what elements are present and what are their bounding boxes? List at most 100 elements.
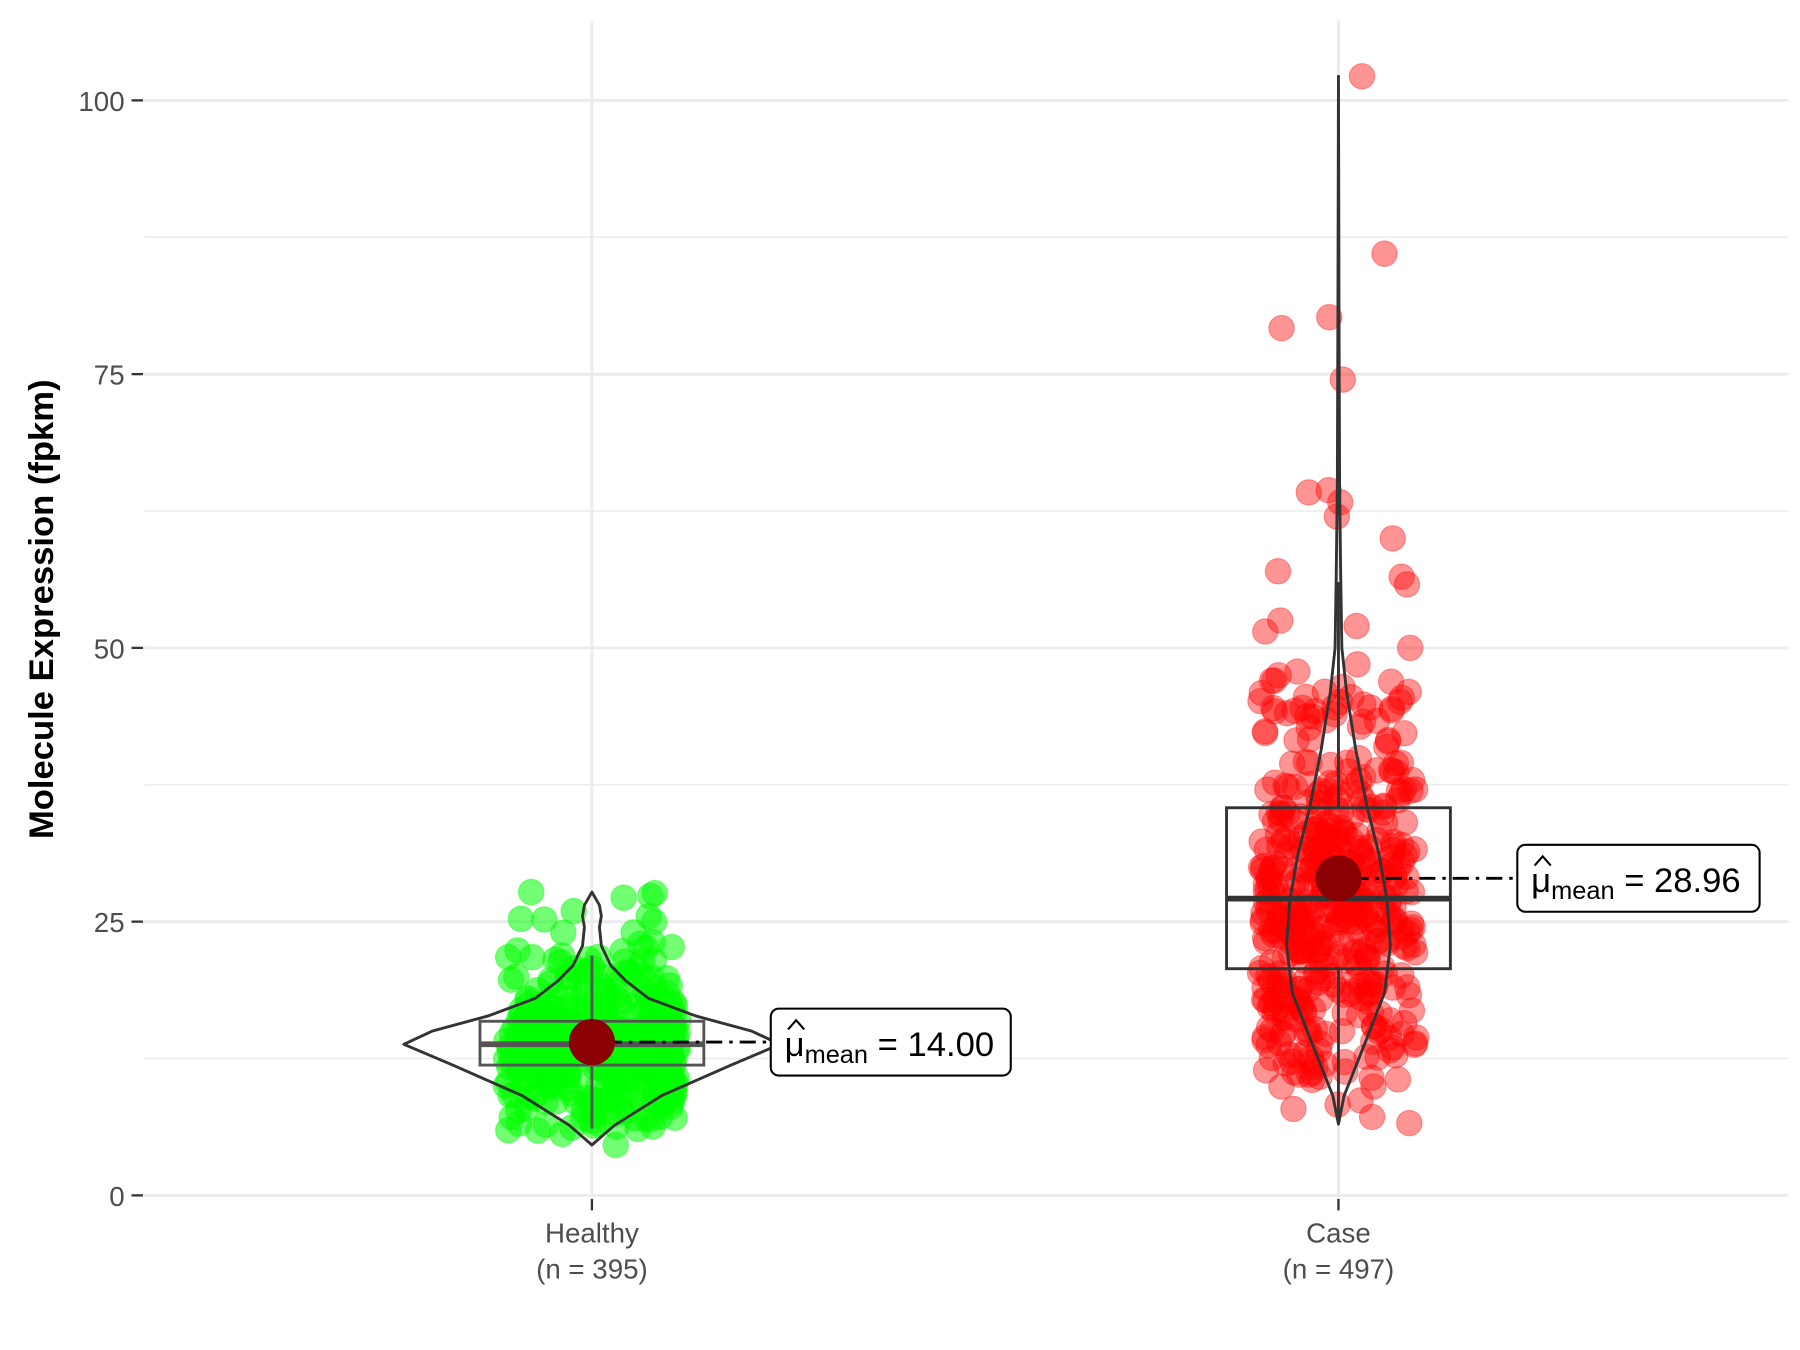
- y-tick-label: 100: [78, 86, 124, 117]
- data-point: [1269, 1021, 1297, 1048]
- mean-label-box: [769, 1007, 1012, 1077]
- data-point: [1378, 695, 1406, 722]
- data-point: [1380, 828, 1407, 856]
- data-point: [1305, 922, 1333, 950]
- data-point: [1342, 938, 1369, 965]
- data-point: [1395, 678, 1423, 706]
- violins: [402, 74, 1392, 1147]
- data-point: [1377, 668, 1405, 695]
- data-point: [1328, 1017, 1356, 1045]
- data-point: [1270, 826, 1297, 854]
- data-point: [1267, 607, 1294, 634]
- y-tick-label: 25: [94, 907, 125, 938]
- data-point: [641, 879, 669, 907]
- data-point: [1259, 854, 1286, 882]
- data-point: [1396, 916, 1424, 943]
- data-point: [1345, 918, 1373, 946]
- data-point: [1373, 930, 1401, 957]
- data-point: [1284, 929, 1311, 956]
- data-point: [1326, 906, 1353, 933]
- data-point: [632, 934, 660, 961]
- data-point: [1393, 571, 1421, 598]
- data-point: [1343, 612, 1370, 640]
- data-point: [517, 878, 545, 906]
- data-point: [1358, 1103, 1386, 1131]
- mu-symbol: μ: [1531, 862, 1551, 900]
- violin-healthy: [402, 890, 782, 1147]
- data-point: [1376, 1037, 1404, 1064]
- data-point: [1316, 777, 1343, 805]
- data-point: [1322, 770, 1350, 798]
- data-point: [1264, 557, 1292, 585]
- data-point: [1300, 937, 1328, 965]
- hat-icon: [1533, 854, 1552, 867]
- data-point: [1255, 1014, 1283, 1042]
- data-point: [1388, 1020, 1416, 1048]
- data-point: [1294, 919, 1322, 947]
- data-point: [1363, 707, 1391, 735]
- data-point: [1255, 868, 1283, 896]
- data-point: [1400, 931, 1427, 959]
- data-point: [1258, 667, 1286, 694]
- data-point: [1348, 984, 1375, 1012]
- data-point: [1346, 834, 1373, 862]
- data-point: [1272, 772, 1299, 800]
- y-axis: 0 25 50 75 100: [78, 86, 144, 1212]
- data-point: [1304, 938, 1331, 965]
- data-point: [1338, 803, 1365, 831]
- data-point: [1274, 773, 1301, 801]
- data-point: [1374, 726, 1402, 754]
- data-point: [1260, 694, 1287, 722]
- data-point: [1271, 945, 1298, 972]
- data-point: [1379, 910, 1406, 938]
- data-point: [1331, 818, 1358, 846]
- x-tick-n-label: (n = 395): [536, 1253, 648, 1284]
- data-point: [1266, 960, 1293, 987]
- mean-point: [568, 1019, 615, 1066]
- data-point: [1275, 1041, 1303, 1068]
- data-point: [1303, 834, 1330, 861]
- data-point: [1264, 821, 1292, 848]
- points: [492, 63, 1430, 1159]
- data-point: [1297, 1044, 1325, 1072]
- data-point: [1363, 757, 1391, 784]
- data-point: [1333, 749, 1361, 776]
- data-point: [1391, 809, 1419, 836]
- data-point: [1316, 303, 1343, 331]
- data-point: [1278, 750, 1306, 777]
- data-point: [1251, 718, 1279, 745]
- data-point: [1265, 661, 1292, 689]
- data-point: [1354, 906, 1381, 934]
- data-point: [1379, 757, 1406, 785]
- x-tick-label: Healthy: [545, 1218, 639, 1249]
- data-point: [1377, 1007, 1404, 1034]
- data-point: [560, 897, 587, 925]
- data-point: [1321, 826, 1349, 853]
- data-point: [1278, 912, 1306, 939]
- data-point: [1304, 837, 1331, 865]
- data-point: [1273, 700, 1301, 727]
- data-point: [1270, 1019, 1297, 1047]
- data-point: [1265, 903, 1293, 930]
- data-point: [1369, 799, 1396, 826]
- data-point: [1294, 933, 1321, 960]
- data-point: [1360, 1073, 1387, 1100]
- data-point: [1295, 901, 1323, 929]
- data-point: [507, 905, 535, 933]
- mean-value: = 14.00: [868, 1026, 994, 1064]
- data-point: [1332, 903, 1359, 930]
- data-point: [1246, 959, 1274, 987]
- data-point: [1401, 939, 1429, 966]
- data-point: [1249, 909, 1276, 936]
- data-point: [1283, 727, 1310, 754]
- data-point: [1250, 852, 1277, 880]
- data-point: [1277, 940, 1305, 967]
- data-point: [1337, 826, 1365, 854]
- data-point: [1324, 909, 1352, 936]
- data-point: [1266, 832, 1293, 860]
- data-point: [1296, 749, 1323, 777]
- data-point: [1289, 909, 1316, 937]
- data-point: [1295, 975, 1323, 1003]
- data-point: [1257, 862, 1285, 890]
